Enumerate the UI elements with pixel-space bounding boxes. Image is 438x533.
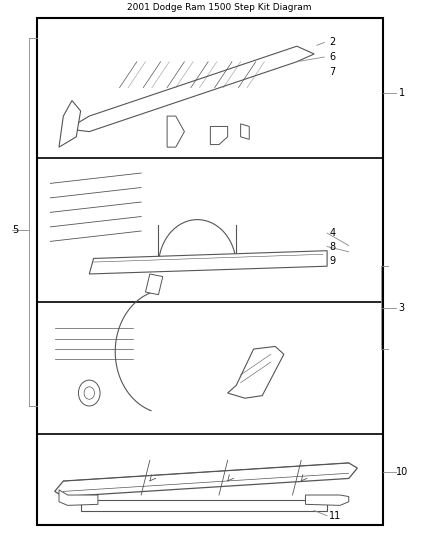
Text: 2: 2 (329, 37, 336, 46)
Text: 7: 7 (329, 67, 336, 77)
Text: 8: 8 (329, 241, 336, 252)
Polygon shape (240, 124, 249, 140)
Text: 11: 11 (329, 511, 342, 521)
Polygon shape (67, 46, 314, 132)
Text: 9: 9 (329, 256, 336, 266)
Polygon shape (55, 463, 357, 497)
Text: 5: 5 (12, 225, 18, 235)
Text: 1: 1 (399, 88, 405, 98)
Text: 3: 3 (399, 303, 405, 313)
Title: 2001 Dodge Ram 1500 Step Kit Diagram: 2001 Dodge Ram 1500 Step Kit Diagram (127, 3, 311, 12)
Text: 4: 4 (329, 228, 336, 238)
Polygon shape (59, 101, 81, 147)
Polygon shape (167, 116, 184, 147)
Text: 6: 6 (329, 52, 336, 61)
Text: 10: 10 (396, 467, 409, 477)
Polygon shape (89, 251, 327, 274)
Polygon shape (305, 495, 349, 505)
Bar (37, 18, 383, 525)
Polygon shape (145, 274, 163, 295)
Polygon shape (228, 346, 284, 398)
Polygon shape (210, 126, 228, 144)
Polygon shape (59, 490, 98, 505)
Polygon shape (81, 500, 327, 511)
